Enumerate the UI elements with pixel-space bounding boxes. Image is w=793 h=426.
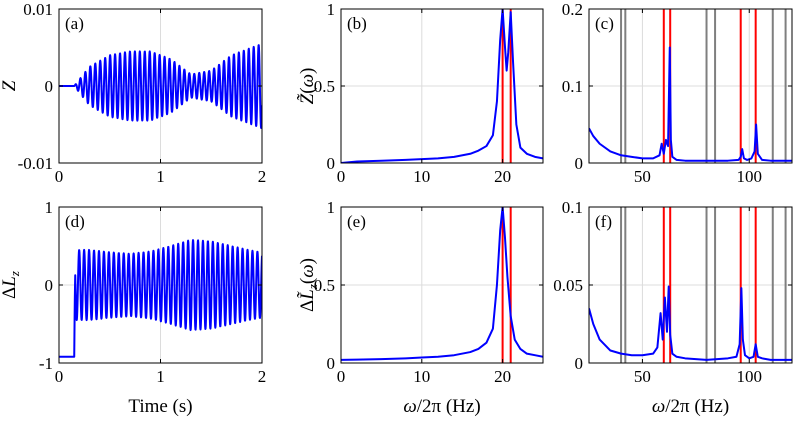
x-tick-label: 0: [55, 367, 64, 386]
y-axis-label: Z̃(ω): [297, 68, 318, 105]
x-tick-label: 50: [634, 367, 651, 386]
y-axis-label-z: Z: [0, 80, 20, 91]
y-tick-label: 0.2: [562, 0, 583, 19]
panel-tag: (a): [65, 14, 84, 33]
y-tick-label: 1: [327, 0, 336, 19]
y-tick-label: 0.01: [23, 0, 53, 19]
y-axis-label-omega: ω: [297, 264, 318, 277]
x-tick-label: 50: [634, 167, 651, 186]
y-axis-label: ΔL̃z(ω): [297, 258, 320, 312]
y-tick-label: 0.5: [314, 276, 335, 295]
x-tick-label: 1: [156, 367, 165, 386]
y-axis-label: ΔLz: [0, 271, 22, 299]
x-tick-label: 0: [55, 167, 64, 186]
plot-area: [589, 9, 792, 163]
y-axis-label-l: L: [0, 276, 20, 288]
plot-area: [341, 9, 543, 163]
panel-c: 50 100 0 0.1 0.2 (c): [562, 0, 793, 186]
y-tick-label: 0: [327, 154, 336, 173]
y-tick-label: 1: [45, 198, 54, 217]
x-tick-label: 10: [413, 367, 430, 386]
panel-d: 0 1 2-101(d)Time (s)ΔLz: [0, 198, 266, 417]
x-axis-label-omega: ω: [403, 396, 416, 417]
x-axis-label-rest: /2π (Hz): [665, 396, 729, 417]
y-axis-label-paren: ): [297, 68, 318, 74]
x-axis-label-omega: ω: [652, 396, 665, 417]
x-tick-label: 100: [737, 167, 763, 186]
series-line: [59, 239, 262, 358]
y-tick-label: 0: [575, 354, 584, 373]
y-tick-label: 1: [327, 198, 336, 217]
y-tick-label: 0.05: [553, 276, 583, 295]
panel-f: 50 100 0 0.05 0.1 (f) ω/2π (Hz): [553, 198, 793, 417]
series-line: [59, 44, 262, 129]
y-tick-label: -0.01: [18, 154, 53, 173]
x-tick-label: 20: [494, 167, 511, 186]
x-tick-label: 0: [337, 167, 346, 186]
x-tick-label: 2: [258, 167, 267, 186]
y-tick-label: -1: [39, 354, 53, 373]
panel-tag: (d): [65, 212, 85, 231]
panel-tag: (f): [595, 212, 612, 231]
x-tick-label: 20: [494, 367, 511, 386]
y-tick-label: 0.1: [562, 77, 583, 96]
panel-b: 0 10 20 0 0.5 1 (b) Z̃(ω): [297, 0, 544, 186]
x-axis-label: ω/2π (Hz): [403, 396, 480, 417]
x-tick-label: 0: [337, 367, 346, 386]
y-axis-label-paren: ): [297, 258, 318, 264]
plot-area: [59, 44, 262, 129]
y-axis-label-delta: Δ: [297, 300, 318, 312]
y-axis-label: Z: [0, 80, 20, 91]
y-tick-label: 0.5: [314, 77, 335, 96]
y-axis-label-l: L̃: [297, 289, 318, 301]
y-tick-label: 0: [575, 154, 584, 173]
y-axis-label-paren: (: [297, 87, 318, 93]
y-tick-label: 0.1: [562, 198, 583, 217]
plot-area: [341, 207, 543, 363]
series-line: [589, 285, 792, 361]
y-axis-label-paren: (: [297, 278, 318, 284]
y-tick-label: 0: [327, 354, 336, 373]
x-tick-label: 2: [258, 367, 267, 386]
x-axis-label: Time (s): [128, 396, 192, 417]
panel-tag: (b): [347, 14, 367, 33]
series-line: [341, 9, 543, 163]
plot-area: [589, 207, 792, 363]
y-axis-label-omega: ω: [297, 74, 318, 87]
plot-area: [59, 239, 262, 358]
series-line: [589, 46, 792, 162]
x-axis-label-rest: /2π (Hz): [417, 396, 481, 417]
y-axis-label-z: Z̃: [297, 93, 318, 104]
x-axis-label: ω/2π (Hz): [652, 396, 729, 417]
y-axis-label-sub: z: [305, 284, 320, 290]
panel-tag: (e): [347, 212, 366, 231]
y-axis-label-sub: z: [7, 271, 22, 277]
x-tick-label: 100: [737, 367, 763, 386]
y-axis-label-delta: Δ: [0, 287, 20, 299]
x-tick-label: 1: [156, 167, 165, 186]
series-line: [341, 207, 543, 361]
panel-tag: (c): [595, 14, 614, 33]
y-tick-label: 0: [45, 77, 54, 96]
x-tick-label: 10: [413, 167, 430, 186]
y-tick-label: 0: [45, 276, 54, 295]
